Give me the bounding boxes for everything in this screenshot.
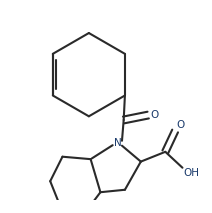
Text: O: O [150,109,158,119]
Text: OH: OH [183,168,199,178]
Text: N: N [114,138,121,148]
Text: O: O [176,120,185,130]
